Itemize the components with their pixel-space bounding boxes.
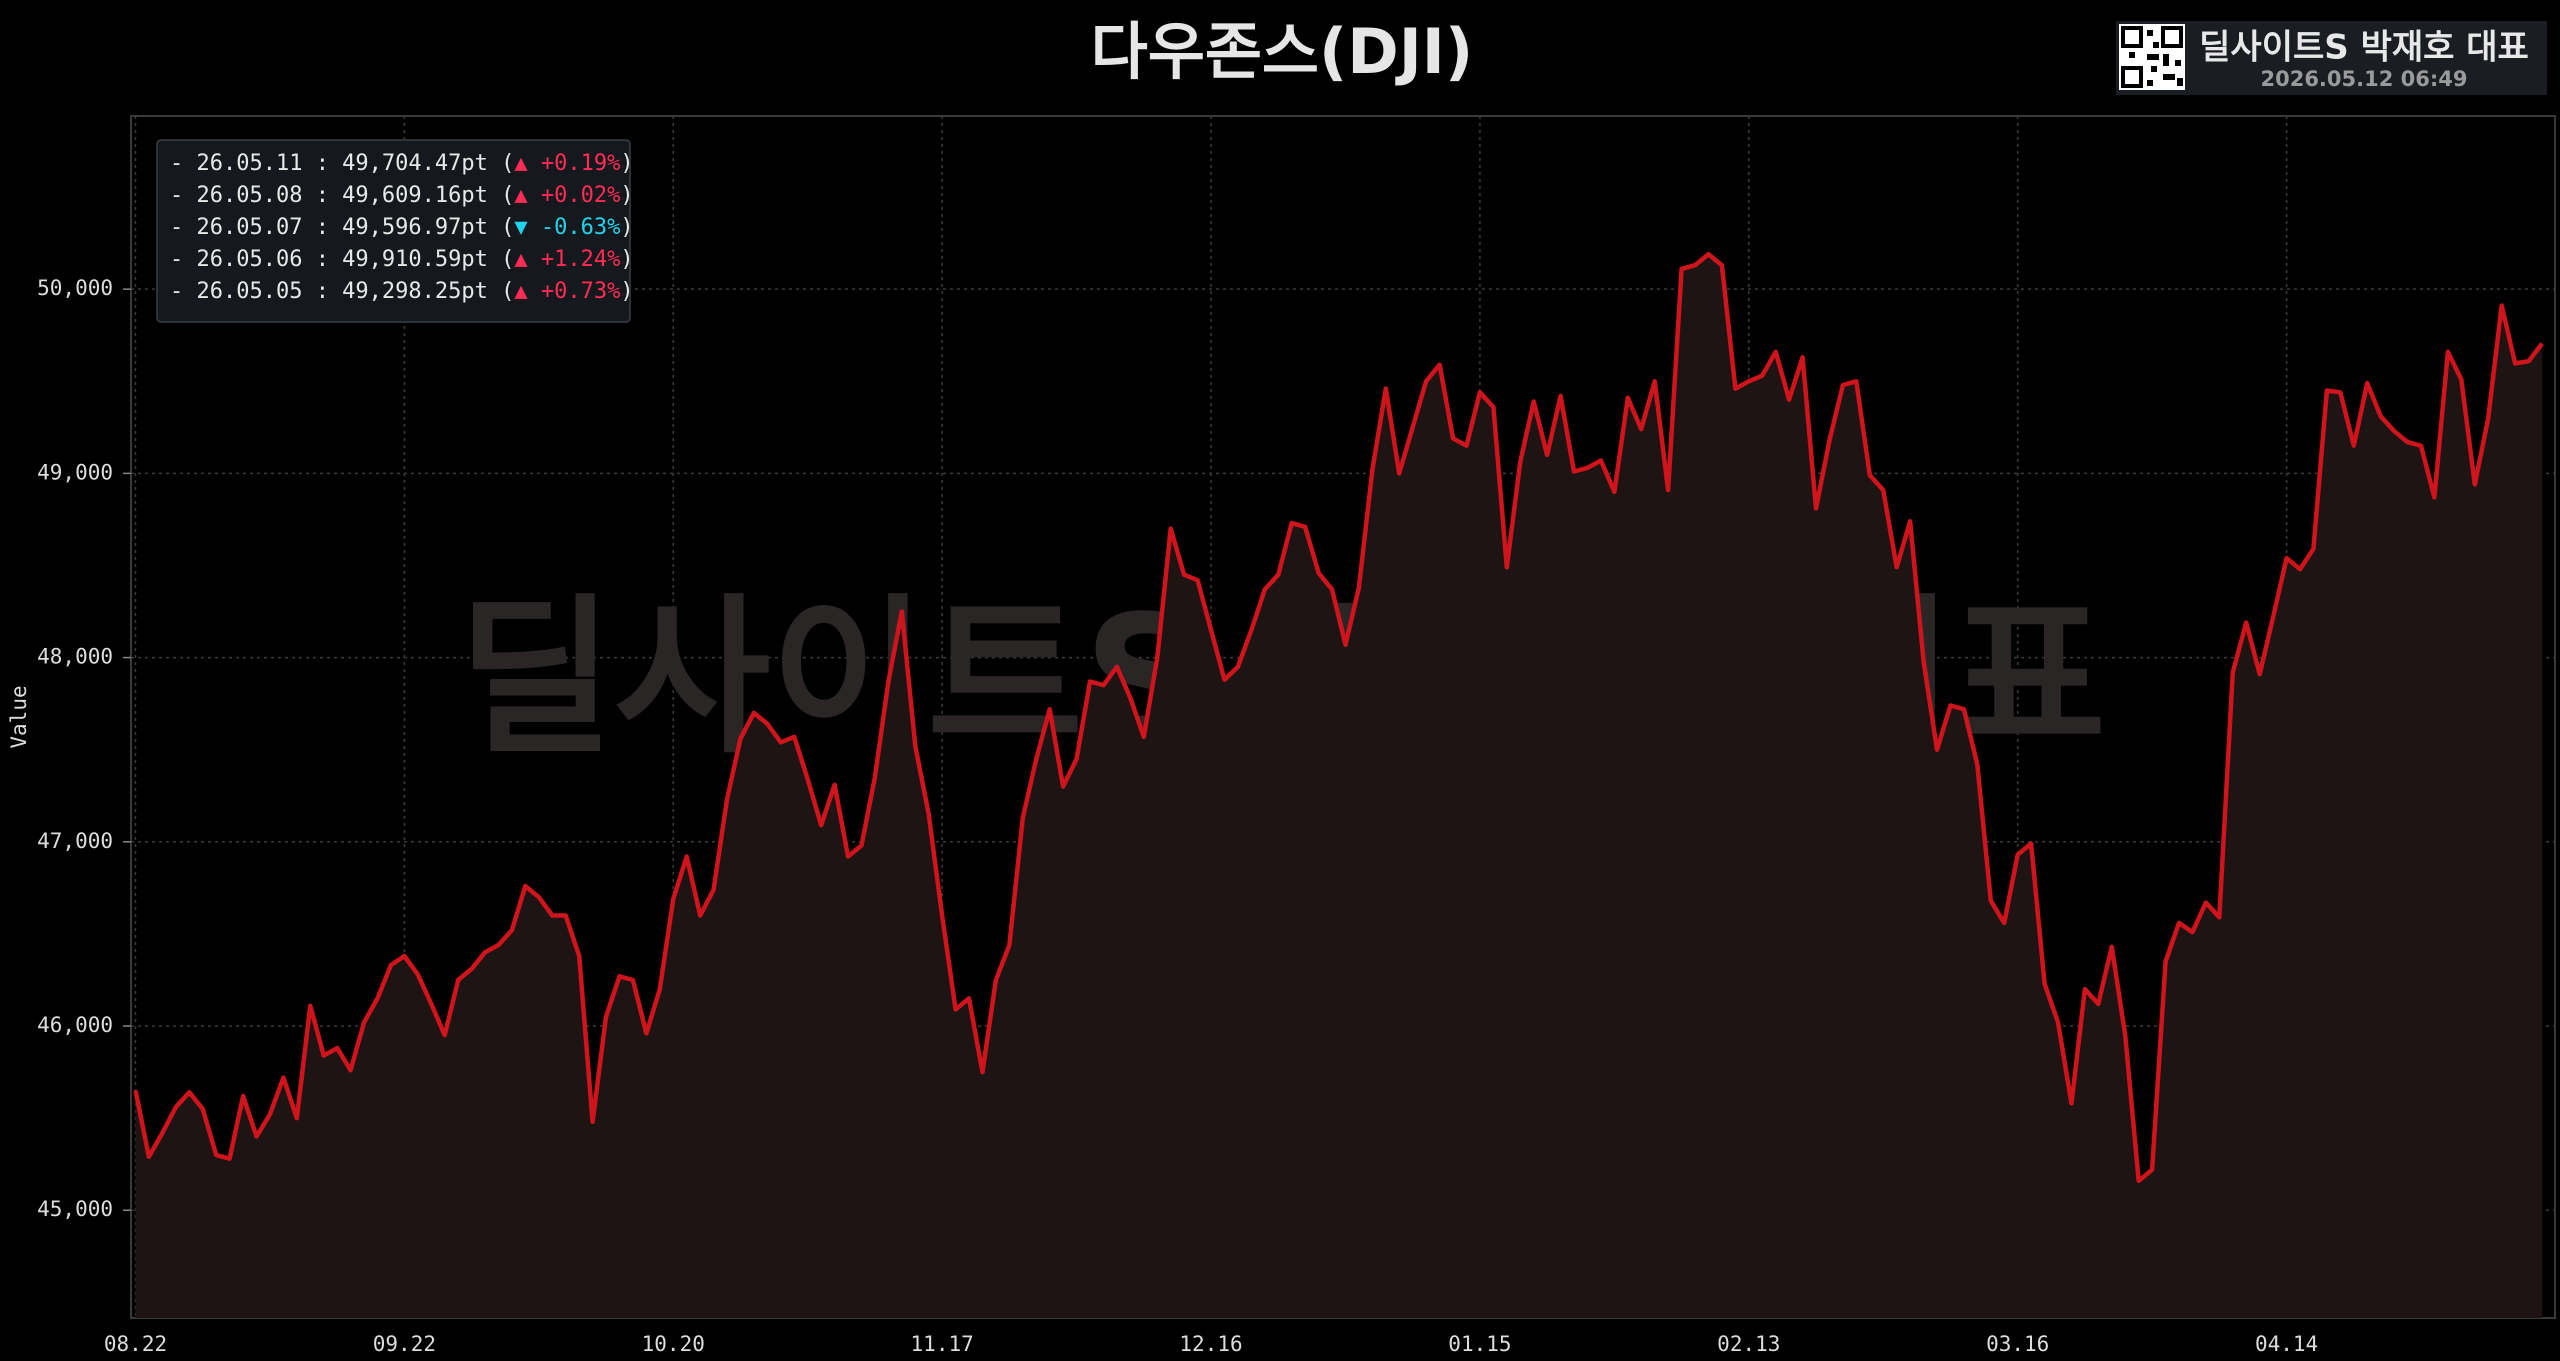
x-tick-label: 12.16 — [1179, 1332, 1242, 1356]
chart-title: 다우존스(DJI) — [1091, 15, 1473, 88]
x-tick-label: 11.17 — [911, 1332, 974, 1356]
legend-box — [156, 139, 631, 323]
legend: - 26.05.11 : 49,704.47pt (▲ +0.19%)- 26.… — [156, 139, 634, 323]
x-tick-label: 03.16 — [1986, 1332, 2049, 1356]
legend-change: ▲ +0.02% — [514, 183, 620, 208]
legend-close: ) — [620, 215, 633, 240]
x-tick-label: 02.13 — [1717, 1332, 1780, 1356]
legend-change: ▲ +0.19% — [514, 151, 620, 176]
y-tick-label: 50,000 — [37, 276, 113, 300]
x-tick-label: 09.22 — [373, 1332, 436, 1356]
y-tick-label: 49,000 — [37, 460, 113, 484]
legend-change: ▲ +1.24% — [514, 247, 620, 272]
brand-name: 딜사이트S 박재호 대표 — [2199, 28, 2529, 68]
legend-close: ) — [620, 183, 633, 208]
brand-box — [2116, 21, 2547, 95]
x-tick-label: 04.14 — [2255, 1332, 2318, 1356]
legend-entry: - 26.05.07 : 49,596.97pt (▼ -0.63%) — [170, 215, 634, 240]
legend-change: ▲ +0.73% — [514, 279, 620, 304]
area — [135, 254, 2542, 1319]
brand: 딜사이트S 박재호 대표 2026.05.12 06:49 — [2116, 21, 2547, 95]
x-tick-label: 01.15 — [1448, 1332, 1511, 1356]
legend-label: - 26.05.07 : 49,596.97pt ( — [170, 215, 514, 240]
qr-pattern — [2129, 30, 2183, 86]
qr-finder — [2121, 66, 2143, 88]
y-tick-label: 45,000 — [37, 1197, 113, 1221]
qr-code — [2119, 24, 2185, 90]
legend-entry: - 26.05.06 : 49,910.59pt (▲ +1.24%) — [170, 247, 634, 272]
legend-entry: - 26.05.11 : 49,704.47pt (▲ +0.19%) — [170, 151, 634, 176]
x-tick-label: 08.22 — [104, 1332, 167, 1356]
legend-entry: - 26.05.05 : 49,298.25pt (▲ +0.73%) — [170, 279, 634, 304]
line — [133, 251, 2544, 1184]
qr-finder — [2121, 26, 2143, 48]
legend-change: ▼ -0.63% — [514, 215, 620, 240]
x-tick-label: 10.20 — [642, 1332, 705, 1356]
legend-label: - 26.05.05 : 49,298.25pt ( — [170, 279, 514, 304]
y-axis-label: Value — [7, 685, 31, 748]
legend-close: ) — [620, 279, 633, 304]
legend-label: - 26.05.11 : 49,704.47pt ( — [170, 151, 514, 176]
legend-close: ) — [620, 247, 633, 272]
y-tick-label: 48,000 — [37, 645, 113, 669]
legend-close: ) — [620, 151, 633, 176]
legend-entry: - 26.05.08 : 49,609.16pt (▲ +0.02%) — [170, 183, 634, 208]
y-tick-label: 47,000 — [37, 829, 113, 853]
y-tick-label: 46,000 — [37, 1013, 113, 1037]
series — [133, 251, 2544, 1319]
qr-finder — [2161, 26, 2183, 48]
brand-timestamp: 2026.05.12 06:49 — [2260, 67, 2467, 91]
legend-label: - 26.05.08 : 49,609.16pt ( — [170, 183, 514, 208]
legend-label: - 26.05.06 : 49,910.59pt ( — [170, 247, 514, 272]
